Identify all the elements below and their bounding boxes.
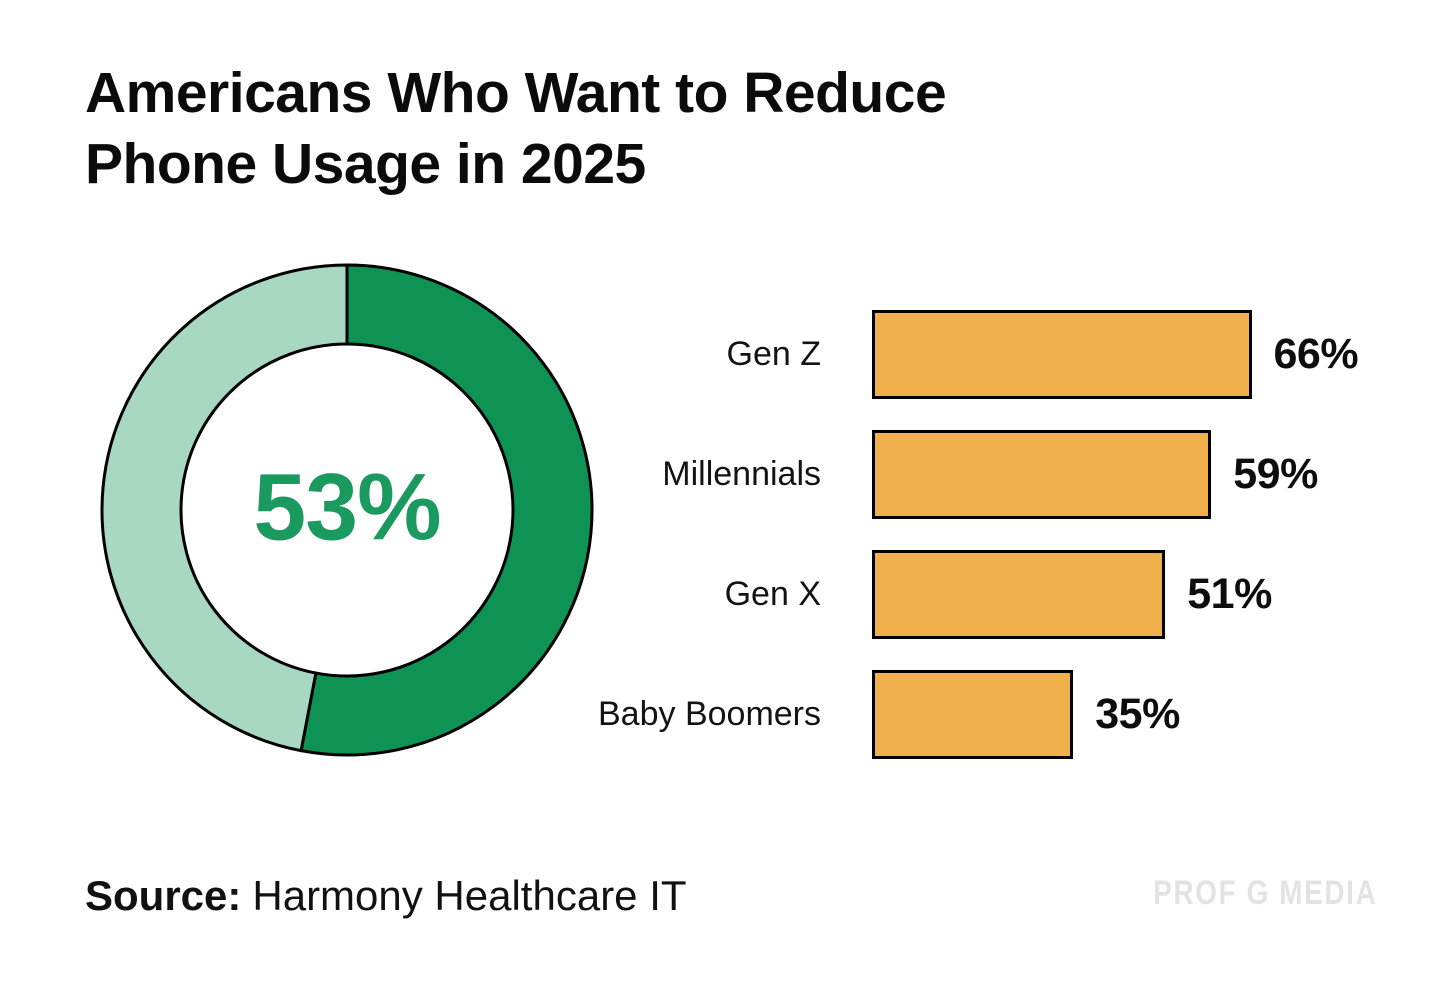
bar-category-label: Millennials xyxy=(662,455,821,493)
bar-value-label: 51% xyxy=(1187,570,1272,618)
donut-segment-remainder xyxy=(100,263,349,753)
bar-category-label: Gen X xyxy=(724,575,821,613)
bar-row: Millennials 59% xyxy=(0,430,1456,519)
source-text: Harmony Healthcare IT xyxy=(252,872,687,919)
source-note: Source: Harmony Healthcare IT xyxy=(85,872,687,920)
bar xyxy=(872,430,1212,519)
donut-center-label: 53% xyxy=(253,454,441,561)
bar-value-label: 59% xyxy=(1233,450,1318,498)
bar-chart: Gen Z 66% Millennials 59% Gen X 51% Baby Boome… xyxy=(0,310,1456,790)
bar xyxy=(872,670,1074,759)
bar-category-label: Baby Boomers xyxy=(598,695,821,733)
donut-segment-share xyxy=(299,263,594,757)
bar-value-label: 35% xyxy=(1095,690,1180,738)
bar-category-label: Gen Z xyxy=(726,335,821,373)
bar-row: Gen X 51% xyxy=(0,550,1456,639)
watermark: PROF G MEDIA xyxy=(1152,874,1377,912)
donut-chart: 53% xyxy=(97,260,597,760)
chart-title: Americans Who Want to Reduce Phone Usage… xyxy=(85,58,947,200)
bar xyxy=(872,550,1166,639)
source-label: Source: xyxy=(85,872,242,919)
donut-svg xyxy=(100,263,594,757)
bar-row: Baby Boomers 35% xyxy=(0,670,1456,759)
bar-row: Gen Z 66% xyxy=(0,310,1456,399)
title-line-2: Phone Usage in 2025 xyxy=(85,132,646,196)
title-line-1: Americans Who Want to Reduce xyxy=(85,61,947,125)
bar xyxy=(872,310,1252,399)
bar-value-label: 66% xyxy=(1273,330,1359,378)
